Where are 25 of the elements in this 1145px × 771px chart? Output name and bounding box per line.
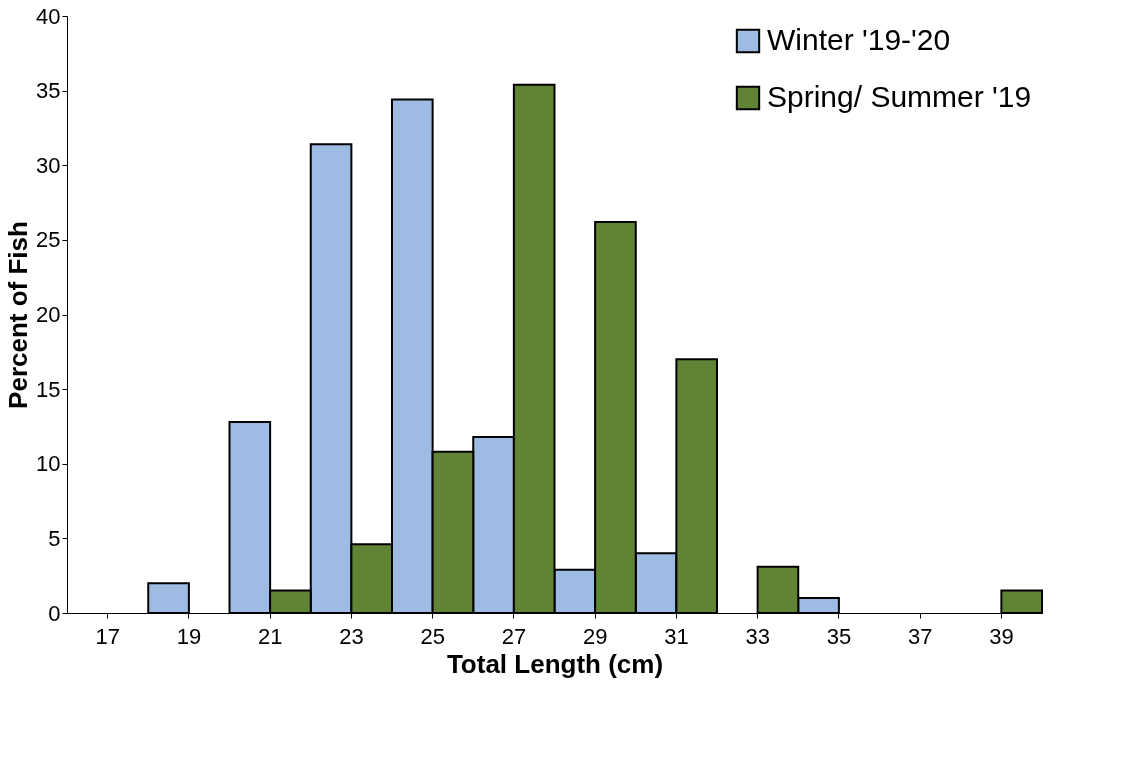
x-tick-label: 25 bbox=[420, 623, 445, 649]
y-tick-label: 5 bbox=[48, 525, 61, 551]
y-tick-label: 15 bbox=[36, 376, 61, 402]
x-tick-label: 29 bbox=[582, 623, 608, 649]
y-axis-title: Percent of Fish bbox=[3, 221, 34, 409]
x-tick-label: 33 bbox=[745, 623, 770, 649]
legend-label: Winter '19-'20 bbox=[767, 23, 951, 56]
y-tick-label: 40 bbox=[36, 3, 61, 29]
x-tick-label: 19 bbox=[176, 623, 202, 649]
x-tick-label: 31 bbox=[664, 623, 689, 649]
x-axis-title: Total Length (cm) bbox=[446, 648, 664, 679]
y-tick-label: 35 bbox=[36, 78, 61, 104]
y-tick-label: 25 bbox=[36, 227, 61, 253]
x-tick-label: 27 bbox=[501, 623, 527, 649]
x-tick-label: 21 bbox=[257, 623, 283, 649]
y-tick-label: 10 bbox=[36, 451, 61, 477]
x-tick-label: 39 bbox=[989, 623, 1014, 649]
x-tick-label: 37 bbox=[907, 623, 933, 649]
x-tick-label: 17 bbox=[95, 623, 120, 649]
x-tick-label: 23 bbox=[339, 623, 364, 649]
y-tick-label: 20 bbox=[36, 302, 61, 327]
x-tick-label: 35 bbox=[826, 623, 852, 649]
y-tick-label: 30 bbox=[36, 152, 61, 178]
y-tick-label: 0 bbox=[48, 600, 61, 626]
legend-label: Spring/ Summer '19 bbox=[767, 80, 1032, 113]
